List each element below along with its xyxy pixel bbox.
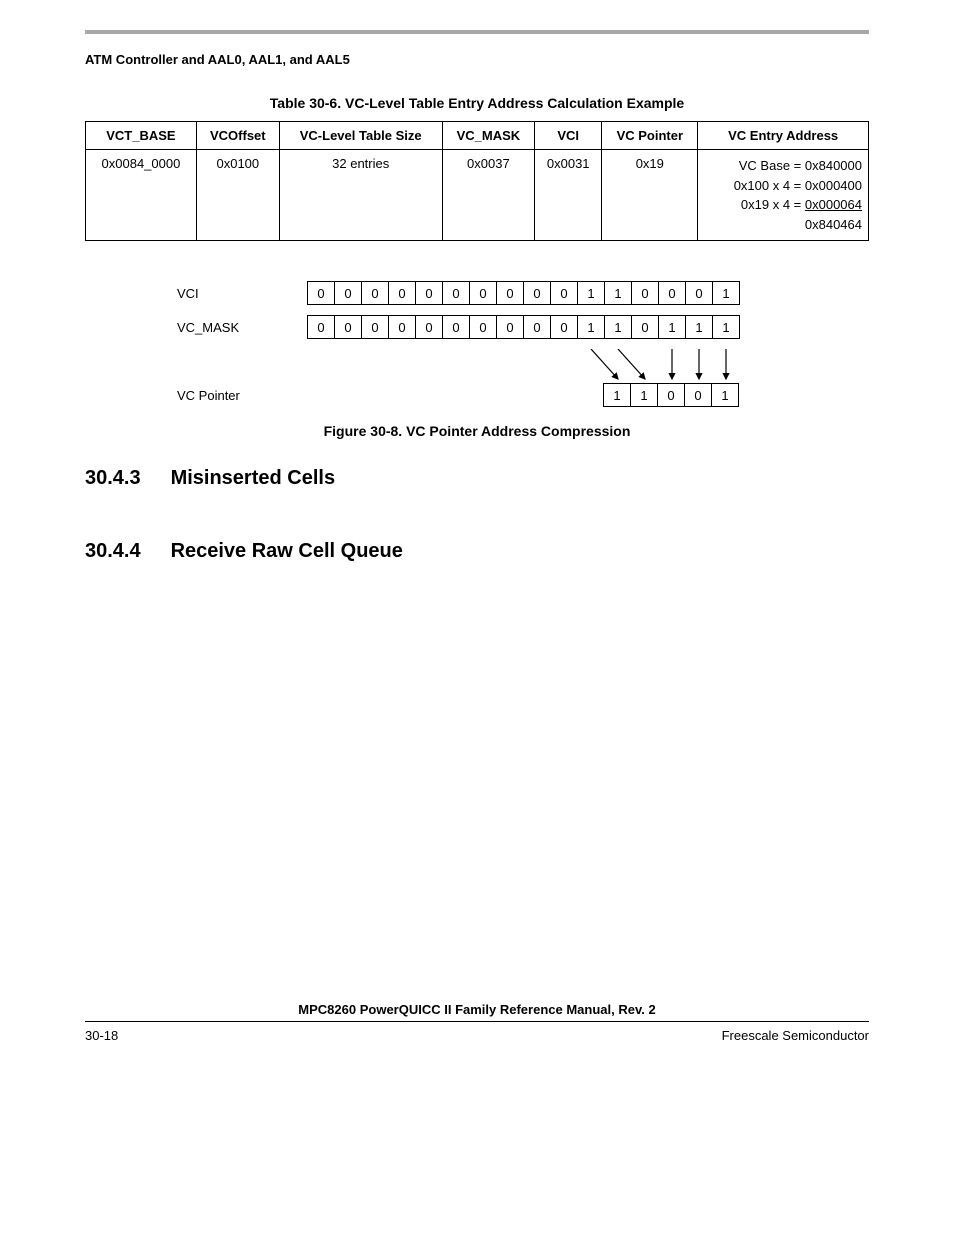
section-30-4-4: 30.4.4 Receive Raw Cell Queue <box>85 540 869 563</box>
bit-cell: 0 <box>388 315 416 339</box>
bit-cell: 0 <box>334 315 362 339</box>
arrow-area <box>307 349 777 383</box>
bit-cell: 0 <box>361 281 389 305</box>
cell-table-size: 32 entries <box>279 150 442 241</box>
bit-cell: 0 <box>657 383 685 407</box>
bit-row-vci: VCI 0000000000110001 <box>177 281 777 305</box>
bit-cell: 0 <box>307 281 335 305</box>
bit-cell: 1 <box>604 315 632 339</box>
bit-cell: 0 <box>361 315 389 339</box>
bit-cell: 0 <box>307 315 335 339</box>
bit-cell: 0 <box>523 281 551 305</box>
bit-cell: 0 <box>496 281 524 305</box>
bit-cell: 0 <box>442 281 470 305</box>
col-vc-mask: VC_MASK <box>442 122 534 150</box>
cell-vc-entry-address: VC Base = 0x840000 0x100 x 4 = 0x000400 … <box>698 150 869 241</box>
vc-table: VCT_BASE VCOffset VC-Level Table Size VC… <box>85 121 869 241</box>
bit-cell: 0 <box>469 315 497 339</box>
bit-diagram: VCI 0000000000110001 VC_MASK 00000000001… <box>177 281 777 407</box>
table-header-row: VCT_BASE VCOffset VC-Level Table Size VC… <box>86 122 869 150</box>
bit-cell: 1 <box>604 281 632 305</box>
bit-cell: 1 <box>711 383 739 407</box>
section-title: Misinserted Cells <box>171 467 336 489</box>
col-vct-base: VCT_BASE <box>86 122 197 150</box>
bit-label-vcmask: VC_MASK <box>177 320 307 335</box>
bit-cell: 0 <box>631 281 659 305</box>
cell-vcoffset: 0x0100 <box>196 150 279 241</box>
bit-cell: 1 <box>712 315 740 339</box>
section-num: 30.4.4 <box>85 540 165 563</box>
bit-cell: 0 <box>550 315 578 339</box>
footer-company: Freescale Semiconductor <box>722 1028 869 1043</box>
cell-vc-pointer: 0x19 <box>602 150 698 241</box>
bit-cell: 1 <box>577 315 605 339</box>
footer: MPC8260 PowerQUICC II Family Reference M… <box>85 1002 869 1043</box>
col-vci: VCI <box>535 122 602 150</box>
bit-cell: 1 <box>603 383 631 407</box>
figure-caption: Figure 30-8. VC Pointer Address Compress… <box>85 423 869 439</box>
addr-line4: 0x840464 <box>805 217 862 232</box>
bit-cell: 0 <box>415 281 443 305</box>
compression-arrows <box>307 349 777 383</box>
section-num: 30.4.3 <box>85 467 165 490</box>
bit-cell: 0 <box>442 315 470 339</box>
bit-cell: 0 <box>684 383 712 407</box>
bit-cell: 1 <box>658 315 686 339</box>
bit-cell: 0 <box>658 281 686 305</box>
addr-line2: 0x100 x 4 = 0x000400 <box>734 178 862 193</box>
bit-cell: 0 <box>685 281 713 305</box>
table-title: Table 30-6. VC-Level Table Entry Address… <box>85 95 869 111</box>
col-table-size: VC-Level Table Size <box>279 122 442 150</box>
col-vc-entry-address: VC Entry Address <box>698 122 869 150</box>
section-30-4-3: 30.4.3 Misinserted Cells <box>85 467 869 490</box>
addr-line3-prefix: 0x19 x 4 = <box>741 197 805 212</box>
bit-cell: 1 <box>630 383 658 407</box>
bit-cells-vcmask: 0000000000110111 <box>307 315 740 339</box>
bit-row-vcmask: VC_MASK 0000000000110111 <box>177 315 777 339</box>
bit-cell: 0 <box>523 315 551 339</box>
col-vcoffset: VCOffset <box>196 122 279 150</box>
bit-cell: 1 <box>685 315 713 339</box>
bit-cell: 0 <box>469 281 497 305</box>
section-title: Receive Raw Cell Queue <box>171 540 403 562</box>
footer-page-number: 30-18 <box>85 1028 118 1043</box>
bit-cells-vci: 0000000000110001 <box>307 281 740 305</box>
top-rule <box>85 30 869 34</box>
bit-cell: 0 <box>631 315 659 339</box>
bit-cell: 0 <box>550 281 578 305</box>
addr-line3-val: 0x000064 <box>805 197 862 212</box>
col-vc-pointer: VC Pointer <box>602 122 698 150</box>
cell-vci: 0x0031 <box>535 150 602 241</box>
cell-vct-base: 0x0084_0000 <box>86 150 197 241</box>
bit-row-vcpointer: VC Pointer 11001 <box>177 383 777 407</box>
footer-manual-title: MPC8260 PowerQUICC II Family Reference M… <box>85 1002 869 1017</box>
addr-line1: VC Base = 0x840000 <box>739 158 862 173</box>
bit-cells-vcpointer: 11001 <box>307 383 739 407</box>
cell-vc-mask: 0x0037 <box>442 150 534 241</box>
bit-cell: 0 <box>388 281 416 305</box>
bit-cell: 1 <box>712 281 740 305</box>
page-section-header: ATM Controller and AAL0, AAL1, and AAL5 <box>85 52 869 67</box>
bit-label-vcpointer: VC Pointer <box>177 388 307 403</box>
bit-cell: 0 <box>496 315 524 339</box>
bit-cell: 1 <box>577 281 605 305</box>
bit-cell: 0 <box>415 315 443 339</box>
table-row: 0x0084_0000 0x0100 32 entries 0x0037 0x0… <box>86 150 869 241</box>
footer-rule <box>85 1021 869 1022</box>
bit-label-vci: VCI <box>177 286 307 301</box>
bit-cell: 0 <box>334 281 362 305</box>
